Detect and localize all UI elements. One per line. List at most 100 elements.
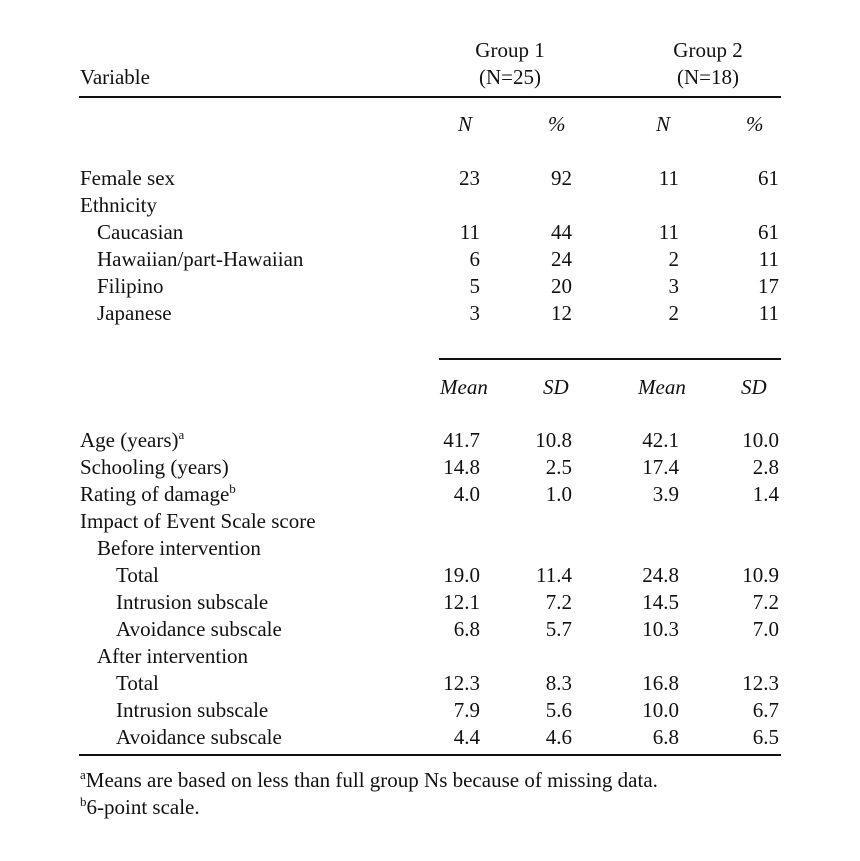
cell-value: 17 [758, 274, 779, 298]
footnote-text: 6-point scale. [86, 795, 200, 819]
variable-header: Variable [80, 65, 150, 89]
table-row: Ethnicity [0, 192, 860, 219]
subheader-n-group2: N [656, 112, 671, 136]
cell-value: 8.3 [545, 671, 572, 695]
footnote-a: aMeans are based on less than full group… [80, 767, 658, 794]
footnote-mark: a [80, 767, 86, 782]
row-label: Intrusion subscale [116, 698, 269, 722]
cell-value: 20 [551, 274, 572, 298]
footnote-mark: b [80, 794, 87, 809]
row-label: Japanese [97, 301, 172, 325]
section1-subheader-row: N % N % [0, 111, 860, 138]
cell-value: 3 [469, 301, 481, 325]
table-row: Total 12.3 8.3 16.8 12.3 [0, 670, 860, 697]
cell-value: 1.0 [545, 482, 572, 506]
cell-value: 7.9 [453, 698, 480, 722]
cell-value: 6.7 [752, 698, 779, 722]
cell-value: 11.4 [536, 563, 572, 587]
table-row: Female sex 23 92 11 61 [0, 165, 860, 192]
cell-value: 11 [459, 220, 480, 244]
row-label: After intervention [97, 644, 249, 668]
group-1-header-n: (N=25) [479, 65, 541, 89]
subheader-mean-group2: Mean [638, 375, 686, 399]
cell-value: 4.0 [453, 482, 480, 506]
cell-value: 3.9 [652, 482, 679, 506]
cell-value: 92 [551, 166, 572, 190]
row-label: Age (years)a [80, 427, 185, 452]
table-row: Before intervention [0, 535, 860, 562]
table-row: Caucasian 11 44 11 61 [0, 219, 860, 246]
cell-value: 6 [469, 247, 481, 271]
cell-value: 41.7 [443, 428, 480, 452]
table-row: Avoidance subscale 6.8 5.7 10.3 7.0 [0, 616, 860, 643]
subheader-n-group1: N [458, 112, 473, 136]
cell-value: 14.8 [443, 455, 480, 479]
cell-value: 11 [758, 301, 779, 325]
cell-value: 10.0 [642, 698, 679, 722]
row-label: Avoidance subscale [116, 617, 282, 641]
cell-value: 12.1 [443, 590, 480, 614]
group-2-header-n: (N=18) [677, 65, 739, 89]
row-label: Female sex [80, 166, 176, 190]
footnote-text: Means are based on less than full group … [85, 768, 658, 792]
table-row: After intervention [0, 643, 860, 670]
cell-value: 11 [758, 247, 779, 271]
footnote-marker: a [178, 427, 185, 442]
row-label: Avoidance subscale [116, 725, 282, 749]
row-label: Total [116, 563, 159, 587]
cell-value: 12 [551, 301, 572, 325]
row-label: Before intervention [97, 536, 261, 560]
table-row: Age (years)a 41.7 10.8 42.1 10.0 [0, 427, 860, 454]
table-row: Intrusion subscale 12.1 7.2 14.5 7.2 [0, 589, 860, 616]
row-label: Impact of Event Scale score [80, 509, 316, 533]
mid-rule [439, 358, 781, 360]
row-label: Rating of damageb [80, 481, 236, 506]
row-label: Ethnicity [80, 193, 157, 217]
cell-value: 2.8 [752, 455, 779, 479]
cell-value: 23 [459, 166, 480, 190]
cell-value: 61 [758, 166, 779, 190]
cell-value: 11 [658, 166, 679, 190]
cell-value: 16.8 [642, 671, 679, 695]
table-row: Impact of Event Scale score [0, 508, 860, 535]
cell-value: 12.3 [443, 671, 480, 695]
cell-value: 4.6 [545, 725, 572, 749]
cell-value: 2 [668, 301, 680, 325]
table-row: Hawaiian/part-Hawaiian 6 24 2 11 [0, 246, 860, 273]
cell-value: 10.3 [642, 617, 679, 641]
footnote-marker: b [229, 481, 236, 496]
table-row: Avoidance subscale 4.4 4.6 6.8 6.5 [0, 724, 860, 751]
row-label: Caucasian [97, 220, 184, 244]
row-label: Schooling (years) [80, 455, 229, 479]
subheader-mean-group1: Mean [440, 375, 488, 399]
cell-value: 42.1 [642, 428, 679, 452]
footnote-b: b6-point scale. [80, 794, 200, 821]
cell-value: 6.5 [752, 725, 779, 749]
subheader-sd-group2: SD [741, 375, 767, 399]
cell-value: 17.4 [642, 455, 679, 479]
cell-value: 14.5 [642, 590, 679, 614]
cell-value: 7.2 [545, 590, 572, 614]
table-row: Intrusion subscale 7.9 5.6 10.0 6.7 [0, 697, 860, 724]
cell-value: 2.5 [545, 455, 572, 479]
row-label: Filipino [97, 274, 164, 298]
cell-value: 5.7 [545, 617, 572, 641]
cell-value: 44 [551, 220, 572, 244]
cell-value: 10.8 [535, 428, 572, 452]
cell-value: 61 [758, 220, 779, 244]
cell-value: 10.0 [742, 428, 779, 452]
subheader-sd-group1: SD [543, 375, 569, 399]
cell-value: 1.4 [752, 482, 779, 506]
row-label: Intrusion subscale [116, 590, 269, 614]
cell-value: 7.2 [752, 590, 779, 614]
row-label: Total [116, 671, 159, 695]
cell-value: 11 [658, 220, 679, 244]
bottom-rule [79, 754, 781, 756]
group-1-header-name: Group 1 [475, 38, 545, 62]
cell-value: 6.8 [652, 725, 679, 749]
cell-value: 3 [668, 274, 680, 298]
cell-value: 2 [668, 247, 680, 271]
table-row: Total 19.0 11.4 24.8 10.9 [0, 562, 860, 589]
table-row: Japanese 3 12 2 11 [0, 300, 860, 327]
